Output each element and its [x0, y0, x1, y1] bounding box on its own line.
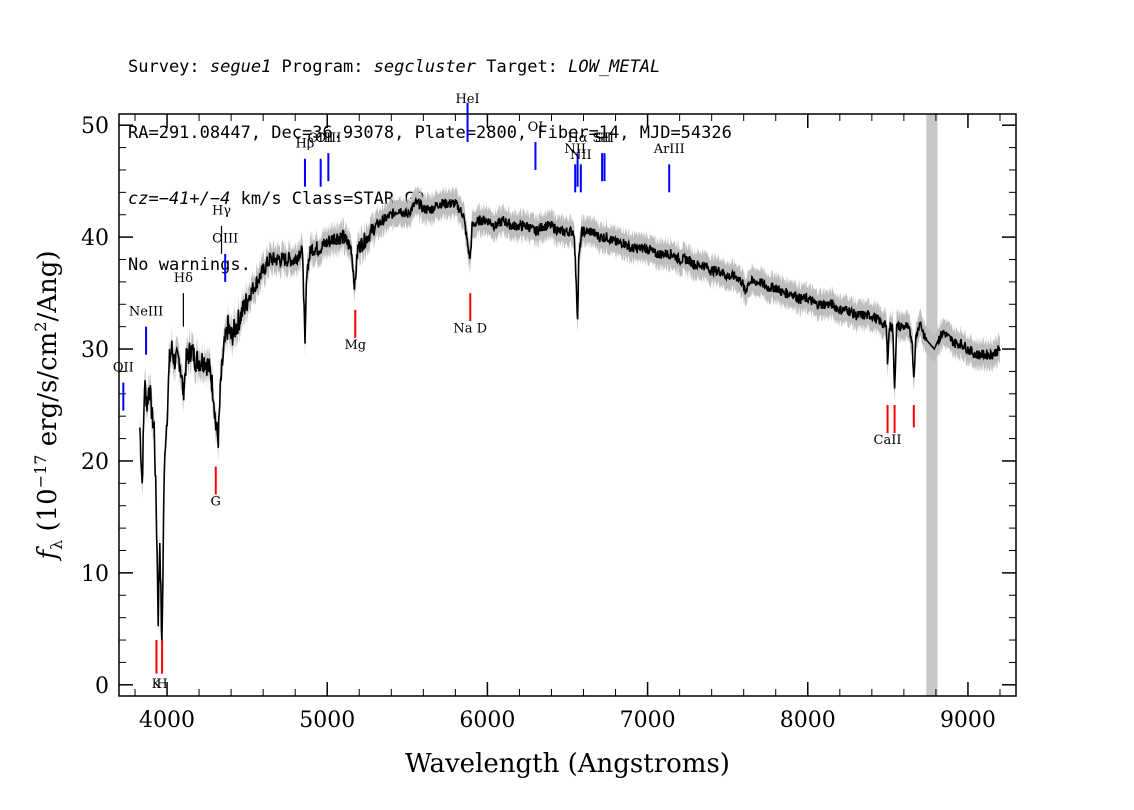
spectrum-header: Survey: segue1 Program: segcluster Targe… — [128, 12, 732, 298]
target-label: Target: — [476, 57, 569, 77]
line-marker-label: ArIII — [653, 142, 685, 157]
line-marker-label: Hδ — [174, 271, 193, 286]
line-marker-label: OII — [113, 360, 134, 375]
y-label-part-c: /Ang) — [33, 250, 63, 321]
y-label-part-b: erg/s/cm — [33, 332, 63, 455]
cz-value: =−41+/−4 — [148, 189, 231, 209]
x-tick-label: 6000 — [459, 708, 515, 733]
line-marker-label: K — [152, 677, 162, 692]
x-tick-label: 7000 — [620, 708, 676, 733]
header-line-1: Survey: segue1 Program: segcluster Targe… — [128, 56, 732, 78]
masked-region — [926, 114, 938, 696]
line-marker-label: Hγ — [212, 204, 231, 219]
x-axis-label: Wavelength (Angstroms) — [405, 749, 730, 779]
line-marker-label: H — [156, 677, 167, 692]
line-marker-label: OIII — [315, 131, 341, 146]
line-marker-label: CaII — [874, 433, 902, 448]
line-marker-label: SII — [595, 131, 614, 146]
y-tick-label: 30 — [81, 338, 109, 363]
error-band-layer — [139, 185, 1001, 656]
target-value: LOW_METAL — [568, 57, 661, 77]
x-tick-label: 9000 — [940, 708, 996, 733]
plot-frame — [118, 113, 1017, 697]
y-label-exp2: 2 — [31, 322, 50, 332]
flux-line — [139, 196, 1001, 642]
y-tick-label: 20 — [81, 450, 109, 475]
error-band — [139, 185, 1001, 656]
line-marker-label: NII — [570, 148, 592, 163]
line-marker-layer: OIINeIIIHδHγOIIIHβOIIIOIIIHeIOINIIHαNIIS… — [113, 92, 915, 692]
y-axis-label: fλ (10−17 erg/s/cm2/Ang) — [31, 250, 66, 561]
axis-ticks-layer: 4000 5000 6000 7000 8000 9000 0 10 20 30 40 50 — [81, 114, 1016, 733]
line-marker-label: Hβ — [296, 137, 315, 152]
y-tick-label: 0 — [95, 674, 109, 699]
line-marker-label: NII — [564, 142, 586, 157]
line-marker-label: OIII — [308, 131, 334, 146]
x-tick-label: 8000 — [780, 708, 836, 733]
y-tick-label: 50 — [81, 114, 109, 139]
line-marker-label: HeI — [455, 92, 479, 107]
y-tick-label: 40 — [81, 226, 109, 251]
program-value: segcluster — [373, 57, 477, 77]
line-marker-label: OIII — [212, 232, 238, 247]
program-label: Program: — [271, 57, 374, 77]
header-line-4: No warnings. — [128, 255, 251, 275]
y-label-exp: −17 — [31, 455, 50, 489]
x-tick-label: 5000 — [299, 708, 355, 733]
flux-line-layer — [139, 196, 1001, 642]
line-marker-label: Na D — [453, 321, 487, 336]
x-tick-label: 4000 — [139, 708, 195, 733]
line-marker-label: NeIII — [129, 304, 163, 319]
line-marker-label: SII — [593, 131, 612, 146]
survey-label: Survey: — [128, 57, 210, 77]
cz-label: cz — [128, 189, 149, 209]
y-tick-label: 10 — [81, 562, 109, 587]
survey-value: segue1 — [209, 57, 272, 77]
masked-region-layer — [926, 114, 938, 696]
line-marker-label: Mg — [344, 338, 366, 353]
line-marker-label: OI — [528, 120, 544, 135]
line-marker-label: Hα — [568, 131, 588, 146]
header-line-2: RA=291.08447, Dec=36.93078, Plate=2800, … — [128, 123, 732, 143]
y-label-lambda: λ — [47, 540, 66, 550]
y-label-part-a: (10 — [33, 488, 63, 540]
line-marker-label: G — [211, 495, 221, 510]
